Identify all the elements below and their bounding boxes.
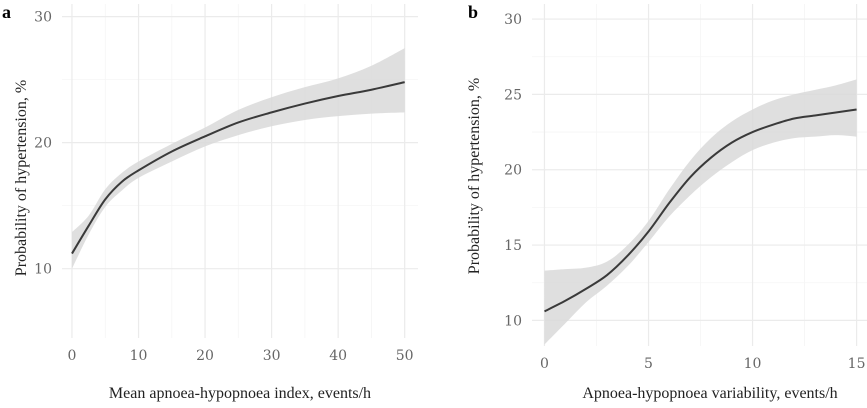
panel-b-fit-line xyxy=(544,108,857,313)
panel-b-confidence-band xyxy=(544,79,857,345)
panel-b-x-tick-label: 10 xyxy=(744,356,762,372)
panel-a-x-tick-label: 10 xyxy=(130,348,148,364)
panel-b-x-tick-label: 5 xyxy=(644,356,653,372)
panel-b-y-tick-label: 30 xyxy=(504,12,522,28)
panel-a-x-axis-title: Mean apnoea-hypopnoea index, events/h xyxy=(109,385,371,402)
panel-a-y-axis-title: Probability of hypertension, % xyxy=(13,80,30,276)
panel-a: 0 10 20 30 40 50 10 20 30 a Mean apnoea-hypopnoe… xyxy=(2,2,418,402)
panel-a-confidence-band xyxy=(71,48,405,269)
panel-a-y-tick-label: 30 xyxy=(34,10,52,26)
panel-a-x-tick-label: 50 xyxy=(396,348,414,364)
panel-a-y-tick-label: 10 xyxy=(34,262,52,278)
panel-b: 0 5 10 15 10 15 20 25 30 b Apnoea-hypopnoea vari… xyxy=(466,2,867,402)
panel-a-y-tick-label: 20 xyxy=(34,136,52,152)
panel-b-ticks: 0 5 10 15 10 15 20 25 30 xyxy=(504,12,865,372)
panel-b-y-tick-label: 15 xyxy=(504,238,522,254)
panel-b-label: b xyxy=(468,2,478,22)
panel-a-fit-line xyxy=(71,81,405,255)
panel-b-y-tick-label: 25 xyxy=(504,87,522,103)
panel-b-x-axis-title: Apnoea-hypopnoea variability, events/h xyxy=(582,385,837,402)
panel-a-x-tick-label: 40 xyxy=(329,348,347,364)
panel-b-x-tick-label: 0 xyxy=(540,356,549,372)
panel-b-y-axis-title: Probability of hypertension, % xyxy=(466,78,483,274)
panel-a-ticks: 0 10 20 30 40 50 10 20 30 xyxy=(34,10,413,364)
panel-b-y-tick-label: 10 xyxy=(504,313,522,329)
panel-a-x-tick-label: 20 xyxy=(196,348,214,364)
panel-b-x-tick-label: 15 xyxy=(848,356,866,372)
panel-a-grid xyxy=(62,4,418,338)
panel-b-grid xyxy=(532,4,867,346)
panel-a-x-tick-label: 30 xyxy=(263,348,281,364)
panel-a-x-tick-label: 0 xyxy=(68,348,77,364)
panel-b-y-tick-label: 20 xyxy=(504,163,522,179)
panel-a-label: a xyxy=(2,2,11,22)
